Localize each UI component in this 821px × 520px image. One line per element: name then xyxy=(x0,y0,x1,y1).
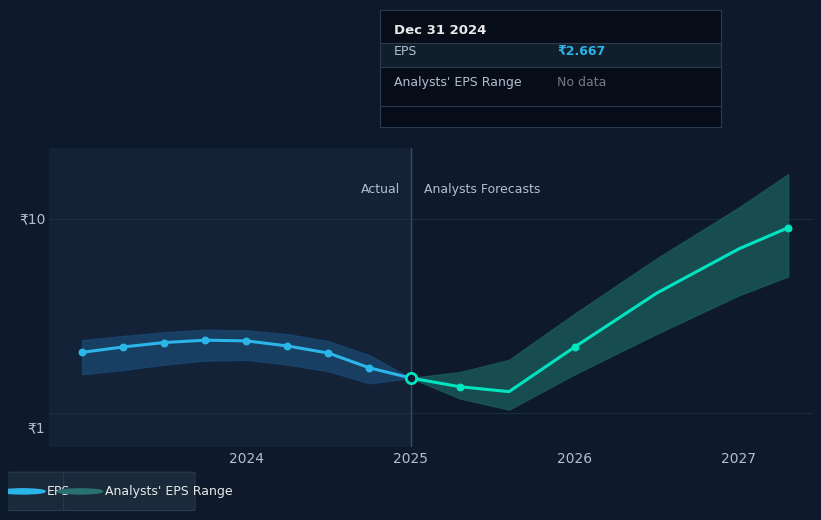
Point xyxy=(782,224,795,232)
Point xyxy=(404,374,417,382)
Point xyxy=(363,363,376,372)
Point xyxy=(76,348,89,357)
FancyBboxPatch shape xyxy=(7,472,68,511)
Point xyxy=(322,349,335,357)
Point xyxy=(199,336,212,344)
Point xyxy=(117,343,130,351)
Point xyxy=(158,339,171,347)
Point xyxy=(404,374,417,382)
Circle shape xyxy=(57,489,103,494)
Point xyxy=(568,343,581,351)
Bar xyxy=(380,43,721,67)
Text: EPS: EPS xyxy=(394,45,417,58)
Point xyxy=(281,342,294,350)
Text: Actual: Actual xyxy=(361,183,401,196)
FancyBboxPatch shape xyxy=(64,472,195,511)
Text: Analysts Forecasts: Analysts Forecasts xyxy=(424,183,540,196)
Text: Analysts' EPS Range: Analysts' EPS Range xyxy=(394,76,521,89)
Bar xyxy=(49,148,410,447)
Point xyxy=(240,336,253,345)
Text: No data: No data xyxy=(557,76,607,89)
Text: ₹2.667: ₹2.667 xyxy=(557,45,606,58)
Text: ₹1: ₹1 xyxy=(28,422,45,436)
Text: Dec 31 2024: Dec 31 2024 xyxy=(394,24,486,37)
Text: Analysts' EPS Range: Analysts' EPS Range xyxy=(105,485,232,498)
Point xyxy=(453,383,466,391)
Text: ₹10: ₹10 xyxy=(19,212,45,226)
Text: EPS: EPS xyxy=(48,485,71,498)
Circle shape xyxy=(0,489,45,494)
